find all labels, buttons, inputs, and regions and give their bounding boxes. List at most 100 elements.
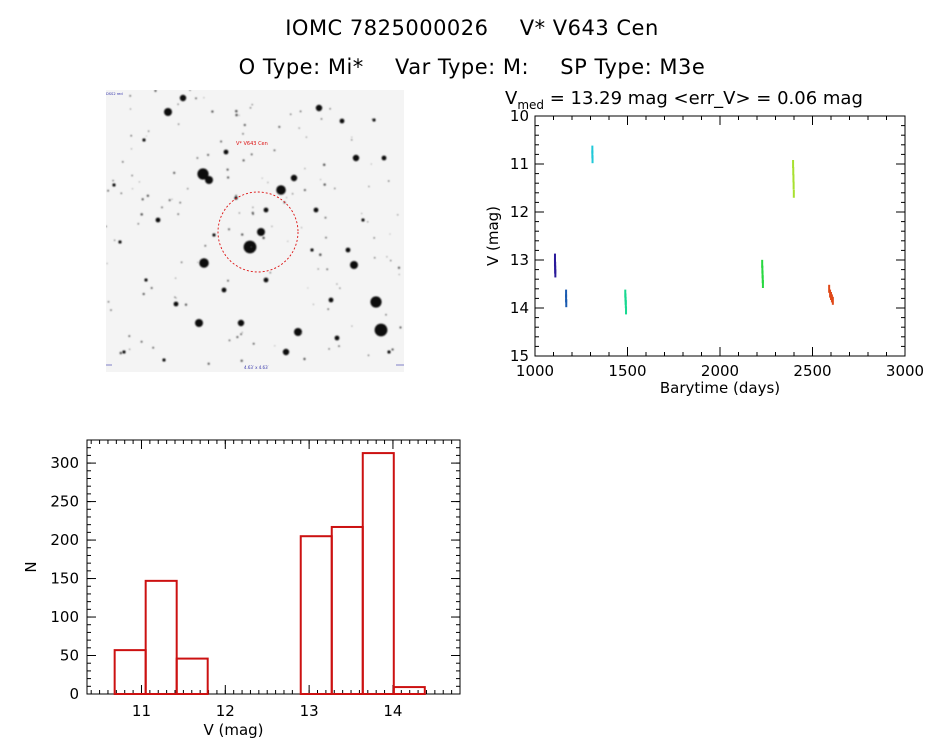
faint-star-91 [278,125,281,128]
star-8 [223,149,229,155]
faint-star-26 [326,268,329,271]
faint-star-130 [241,331,243,333]
faint-star-100 [368,185,370,188]
faint-star-19 [227,279,229,282]
faint-star-79 [171,198,173,200]
star-31 [387,350,391,354]
faint-star-138 [110,309,112,311]
faint-star-134 [329,107,331,110]
faint-star-136 [320,179,322,181]
faint-star-3 [226,168,229,171]
faint-star-88 [187,188,189,190]
faint-star-4 [299,110,302,113]
faint-star-64 [120,192,123,195]
faint-star-24 [184,303,188,306]
star-38 [142,138,146,142]
faint-star-6 [271,225,273,227]
faint-star-75 [179,201,182,204]
faint-star-51 [195,97,197,100]
lc-ytick-label-1: 11 [510,155,529,173]
faint-star-110 [131,174,133,177]
faint-star-0 [250,246,252,248]
faint-star-47 [323,183,326,186]
variability-type: Var Type: M: [395,55,530,79]
faint-star-2 [128,335,131,338]
h-xtick-label-0: 11 [132,702,151,720]
faint-star-63 [236,336,239,339]
target-label: V* V643 Cen [236,141,268,147]
faint-star-82 [207,153,210,156]
faint-star-126 [241,233,244,236]
faint-star-55 [252,342,255,345]
histogram-bar-2 [175,657,209,695]
faint-star-111 [303,357,306,361]
faint-star-101 [177,103,179,106]
h-ytick-label-5: 250 [50,493,79,511]
faint-star-97 [146,194,150,198]
faint-star-124 [138,181,140,183]
lc-ytick-label-0: 10 [510,107,529,125]
lc-xtick-label-2: 2000 [701,362,739,380]
faint-star-27 [112,179,114,182]
star-19 [294,328,302,336]
faint-star-123 [147,130,150,132]
faint-star-48 [317,268,319,270]
sky-image: V* V643 Cen DSS2 red 4.63′ x 4.63′ [106,90,404,372]
faint-star-40 [251,103,253,106]
star-3 [205,176,213,184]
star-37 [334,335,340,341]
faint-star-46 [107,300,110,303]
star-17 [345,247,351,253]
faint-star-38 [129,95,132,97]
light-curve-ticks: 1000 1500 2000 2500 3000 10 11 12 13 14 15 [510,107,924,380]
faint-star-129 [180,261,183,264]
star-15 [370,296,382,308]
faint-star-49 [211,110,214,113]
faint-star-15 [367,221,369,223]
star-name: V* V643 Cen [519,16,659,40]
faint-star-86 [130,148,133,150]
faint-star-37 [351,136,353,138]
star-39 [162,358,166,362]
light-curve-frame [534,115,906,357]
faint-star-29 [322,163,326,166]
h-xtick-label-3: 14 [383,702,402,720]
faint-star-74 [130,134,133,137]
faint-star-128 [242,159,245,162]
star-36 [221,287,227,293]
star-11 [313,207,319,213]
faint-star-137 [252,213,254,215]
faint-star-108 [106,225,107,228]
star-27 [122,350,126,354]
faint-star-39 [351,325,353,327]
star-35 [212,233,216,237]
faint-star-23 [175,297,177,299]
faint-star-92 [390,259,392,262]
faint-star-7 [119,351,123,355]
faint-star-36 [300,332,303,335]
star-18 [328,297,334,303]
star-9 [263,207,269,213]
faint-star-50 [129,108,132,110]
faint-star-25 [391,348,394,351]
star-41 [361,218,365,222]
faint-star-78 [371,118,374,121]
star-29 [315,104,323,112]
faint-star-132 [336,283,338,285]
faint-star-66 [305,136,307,138]
object-type: O Type: Mi* [238,55,364,79]
light-curve-points [553,145,834,315]
faint-star-76 [203,97,205,99]
star-id: IOMC 7825000026 [285,16,489,40]
h-xtick-label-1: 12 [216,702,235,720]
histogram-ticks: 11 12 13 14 0 50 100 150 200 250 300 [50,439,461,720]
faint-star-107 [301,227,303,229]
histogram-chart: 11 12 13 14 0 50 100 150 200 250 300 V (mag) N [22,439,461,739]
light-curve-xlabel: Barytime (days) [660,379,780,397]
faint-star-42 [173,171,176,175]
faint-star-56 [240,359,243,362]
faint-star-18 [238,114,240,116]
faint-star-106 [273,149,276,152]
faint-star-94 [141,198,144,201]
star-21 [195,319,203,327]
